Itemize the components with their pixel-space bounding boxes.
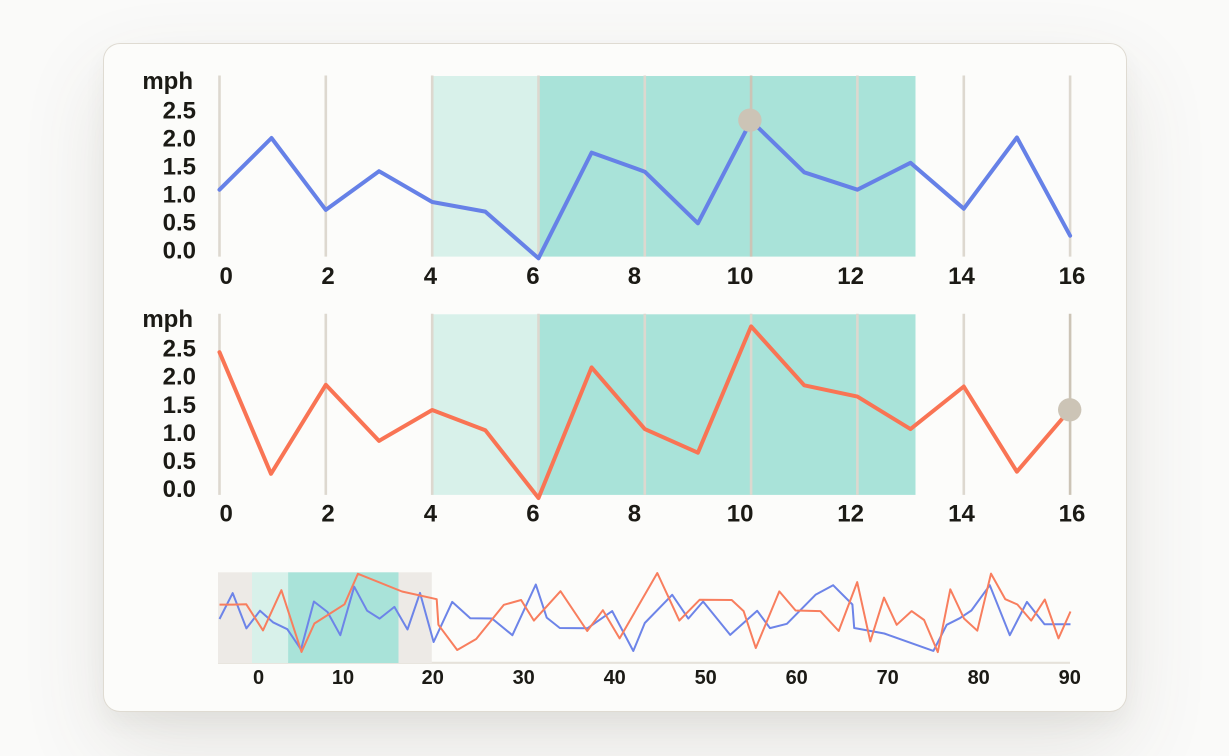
svg-text:16: 16 xyxy=(1059,263,1086,290)
svg-text:1.5: 1.5 xyxy=(163,154,196,181)
svg-text:2: 2 xyxy=(321,501,334,528)
svg-text:50: 50 xyxy=(695,667,717,689)
svg-text:60: 60 xyxy=(786,667,808,689)
svg-text:2: 2 xyxy=(321,263,334,290)
svg-text:2.0: 2.0 xyxy=(163,125,196,152)
svg-text:1.5: 1.5 xyxy=(163,392,196,419)
svg-text:90: 90 xyxy=(1059,667,1081,689)
svg-text:0.0: 0.0 xyxy=(163,476,196,503)
svg-text:0: 0 xyxy=(253,667,264,689)
svg-text:12: 12 xyxy=(837,263,864,290)
svg-text:mph: mph xyxy=(142,306,193,333)
svg-text:6: 6 xyxy=(526,501,539,528)
svg-text:10: 10 xyxy=(727,501,754,528)
svg-text:30: 30 xyxy=(513,667,535,689)
svg-text:2.0: 2.0 xyxy=(163,364,196,391)
svg-text:0.5: 0.5 xyxy=(163,448,196,475)
svg-text:8: 8 xyxy=(628,501,641,528)
svg-text:0.5: 0.5 xyxy=(163,210,196,237)
svg-text:10: 10 xyxy=(727,263,754,290)
svg-text:70: 70 xyxy=(877,667,899,689)
svg-text:12: 12 xyxy=(837,501,864,528)
svg-text:14: 14 xyxy=(948,263,975,290)
svg-text:1.0: 1.0 xyxy=(163,420,196,447)
svg-text:2.5: 2.5 xyxy=(163,336,196,363)
svg-text:1.0: 1.0 xyxy=(163,182,196,209)
svg-text:0.0: 0.0 xyxy=(163,238,196,265)
svg-text:4: 4 xyxy=(424,501,438,528)
svg-text:16: 16 xyxy=(1059,501,1086,528)
svg-text:8: 8 xyxy=(628,263,641,290)
svg-text:10: 10 xyxy=(332,667,354,689)
svg-text:80: 80 xyxy=(968,667,990,689)
svg-text:14: 14 xyxy=(948,501,975,528)
svg-text:20: 20 xyxy=(422,667,444,689)
svg-text:0: 0 xyxy=(220,263,233,290)
svg-text:6: 6 xyxy=(526,263,539,290)
svg-text:4: 4 xyxy=(424,263,438,290)
svg-text:0: 0 xyxy=(220,501,233,528)
svg-text:40: 40 xyxy=(604,667,626,689)
svg-text:2.5: 2.5 xyxy=(163,97,196,124)
svg-text:mph: mph xyxy=(142,68,193,95)
